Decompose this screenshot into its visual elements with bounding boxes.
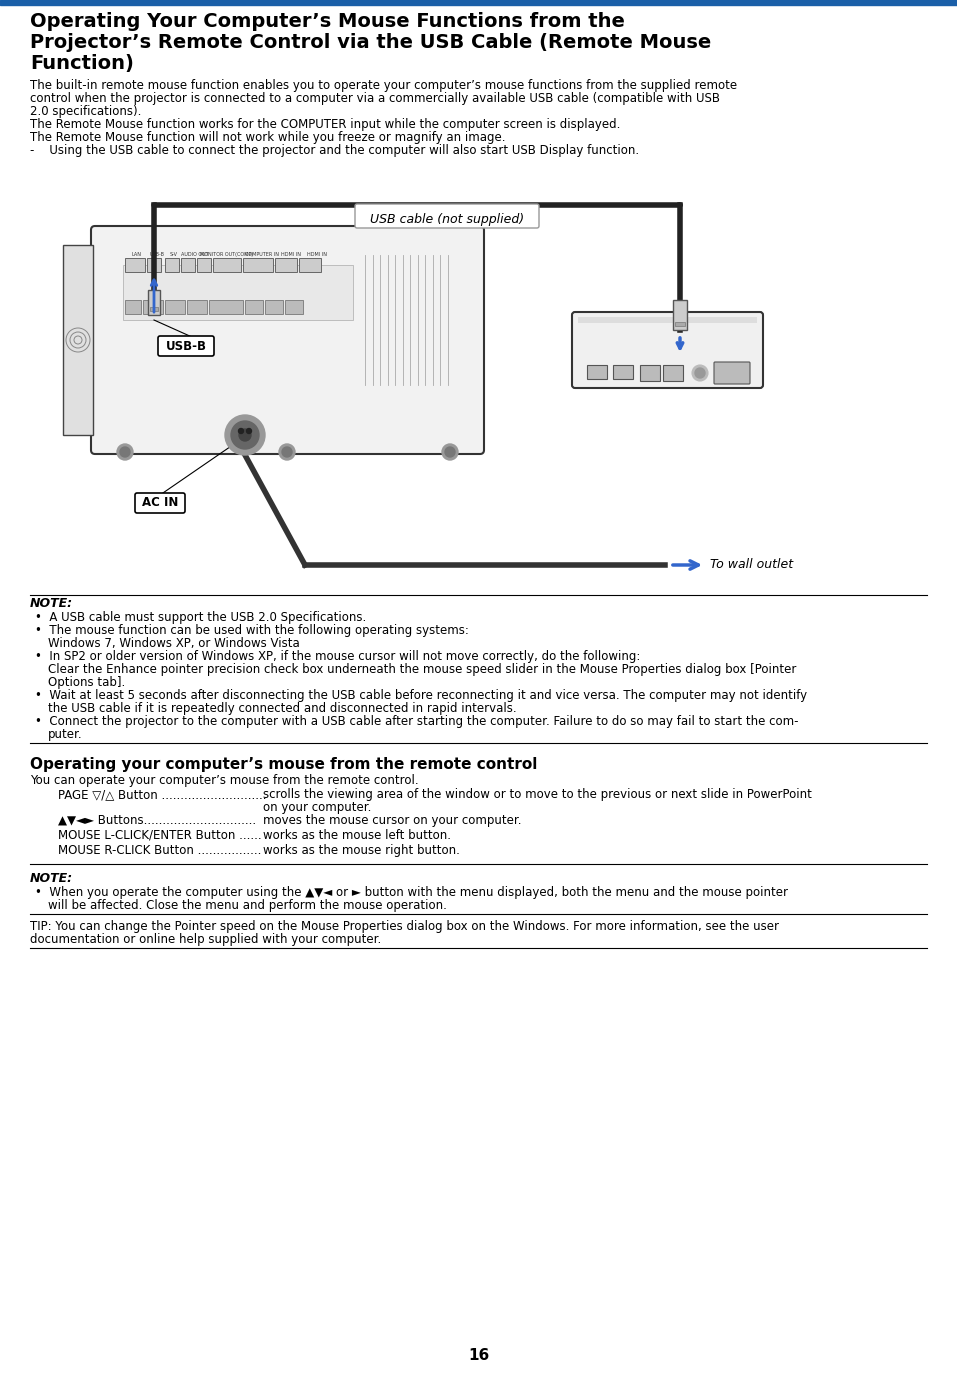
Text: LAN: LAN bbox=[131, 253, 141, 257]
FancyBboxPatch shape bbox=[158, 336, 214, 356]
Bar bbox=[243, 258, 273, 272]
Bar bbox=[663, 365, 683, 380]
Text: PAGE ▽/△ Button ............................: PAGE ▽/△ Button ........................… bbox=[58, 788, 266, 800]
Text: -    Using the USB cable to connect the projector and the computer will also sta: - Using the USB cable to connect the pro… bbox=[30, 144, 639, 157]
Text: MOUSE L-CLICK/ENTER Button ......: MOUSE L-CLICK/ENTER Button ...... bbox=[58, 829, 261, 842]
Circle shape bbox=[692, 365, 708, 380]
Text: TIP: You can change the Pointer speed on the Mouse Properties dialog box on the : TIP: You can change the Pointer speed on… bbox=[30, 920, 779, 934]
Circle shape bbox=[282, 448, 292, 457]
Text: the USB cable if it is repeatedly connected and disconnected in rapid intervals.: the USB cable if it is repeatedly connec… bbox=[48, 702, 517, 715]
Bar bbox=[165, 258, 179, 272]
Text: You can operate your computer’s mouse from the remote control.: You can operate your computer’s mouse fr… bbox=[30, 774, 418, 787]
Circle shape bbox=[120, 448, 130, 457]
FancyBboxPatch shape bbox=[572, 312, 763, 389]
Text: •  When you operate the computer using the ▲▼◄ or ► button with the menu display: • When you operate the computer using th… bbox=[35, 886, 788, 899]
Bar bbox=[587, 365, 607, 379]
Text: NOTE:: NOTE: bbox=[30, 872, 73, 886]
Text: •  A USB cable must support the USB 2.0 Specifications.: • A USB cable must support the USB 2.0 S… bbox=[35, 611, 367, 623]
Text: works as the mouse left button.: works as the mouse left button. bbox=[263, 829, 451, 842]
Text: Operating your computer’s mouse from the remote control: Operating your computer’s mouse from the… bbox=[30, 757, 538, 772]
Text: 2.0 specifications).: 2.0 specifications). bbox=[30, 104, 142, 118]
Text: HDMI IN: HDMI IN bbox=[307, 253, 327, 257]
Bar bbox=[675, 323, 685, 325]
Text: Function): Function) bbox=[30, 54, 134, 73]
Text: •  Wait at least 5 seconds after disconnecting the USB cable before reconnecting: • Wait at least 5 seconds after disconne… bbox=[35, 689, 807, 702]
Text: The Remote Mouse function works for the COMPUTER input while the computer screen: The Remote Mouse function works for the … bbox=[30, 118, 620, 130]
Circle shape bbox=[247, 428, 252, 434]
Circle shape bbox=[442, 443, 458, 460]
Text: Operating Your Computer’s Mouse Functions from the: Operating Your Computer’s Mouse Function… bbox=[30, 12, 625, 32]
Bar bbox=[197, 258, 211, 272]
Circle shape bbox=[225, 415, 265, 454]
Bar bbox=[673, 299, 687, 330]
Text: COMPUTER IN: COMPUTER IN bbox=[245, 253, 279, 257]
Text: Windows 7, Windows XP, or Windows Vista: Windows 7, Windows XP, or Windows Vista bbox=[48, 637, 300, 649]
Text: scrolls the viewing area of the window or to move to the previous or next slide : scrolls the viewing area of the window o… bbox=[263, 788, 812, 800]
Text: To wall outlet: To wall outlet bbox=[710, 559, 793, 571]
Text: works as the mouse right button.: works as the mouse right button. bbox=[263, 844, 460, 857]
Circle shape bbox=[678, 203, 682, 207]
Bar bbox=[148, 290, 160, 314]
Text: will be affected. Close the menu and perform the mouse operation.: will be affected. Close the menu and per… bbox=[48, 899, 447, 912]
Bar bbox=[181, 258, 195, 272]
Bar bbox=[150, 308, 158, 312]
Text: •  In SP2 or older version of Windows XP, if the mouse cursor will not move corr: • In SP2 or older version of Windows XP,… bbox=[35, 649, 640, 663]
Text: •  The mouse function can be used with the following operating systems:: • The mouse function can be used with th… bbox=[35, 623, 469, 637]
Bar bbox=[123, 265, 353, 320]
Text: puter.: puter. bbox=[48, 728, 82, 741]
Text: USB-B: USB-B bbox=[149, 253, 165, 257]
Text: The Remote Mouse function will not work while you freeze or magnify an image.: The Remote Mouse function will not work … bbox=[30, 130, 505, 144]
Circle shape bbox=[117, 443, 133, 460]
Circle shape bbox=[695, 368, 705, 378]
Text: USB cable (not supplied): USB cable (not supplied) bbox=[370, 213, 524, 227]
Bar bbox=[640, 365, 660, 380]
Bar bbox=[0, 0, 957, 5]
Text: •  Connect the projector to the computer with a USB cable after starting the com: • Connect the projector to the computer … bbox=[35, 715, 798, 728]
Circle shape bbox=[279, 443, 295, 460]
Text: S-V: S-V bbox=[170, 253, 178, 257]
Bar bbox=[209, 299, 243, 314]
Text: Projector’s Remote Control via the USB Cable (Remote Mouse: Projector’s Remote Control via the USB C… bbox=[30, 33, 711, 52]
Bar bbox=[125, 258, 145, 272]
Text: ▲▼◄► Buttons..............................: ▲▼◄► Buttons............................… bbox=[58, 814, 256, 827]
Bar bbox=[187, 299, 207, 314]
Text: AC IN: AC IN bbox=[142, 497, 178, 509]
Bar bbox=[125, 299, 141, 314]
Circle shape bbox=[445, 448, 455, 457]
Circle shape bbox=[239, 428, 251, 441]
Bar bbox=[265, 299, 283, 314]
Text: The built-in remote mouse function enables you to operate your computer’s mouse : The built-in remote mouse function enabl… bbox=[30, 80, 737, 92]
Text: moves the mouse cursor on your computer.: moves the mouse cursor on your computer. bbox=[263, 814, 522, 827]
Bar bbox=[613, 365, 633, 379]
Bar bbox=[275, 258, 297, 272]
Bar bbox=[245, 299, 263, 314]
Text: on your computer.: on your computer. bbox=[263, 800, 371, 814]
Text: HDMI IN: HDMI IN bbox=[281, 253, 301, 257]
Circle shape bbox=[238, 428, 243, 434]
Bar bbox=[147, 258, 161, 272]
Text: AUDIO OUT: AUDIO OUT bbox=[181, 253, 209, 257]
Bar bbox=[143, 299, 163, 314]
Text: 16: 16 bbox=[468, 1348, 489, 1363]
Text: NOTE:: NOTE: bbox=[30, 597, 73, 610]
Text: documentation or online help supplied with your computer.: documentation or online help supplied wi… bbox=[30, 934, 381, 946]
Bar bbox=[165, 299, 185, 314]
FancyBboxPatch shape bbox=[714, 362, 750, 384]
Bar bbox=[285, 299, 303, 314]
Bar bbox=[299, 258, 321, 272]
FancyBboxPatch shape bbox=[135, 493, 185, 514]
Text: control when the projector is connected to a computer via a commercially availab: control when the projector is connected … bbox=[30, 92, 720, 104]
Text: MOUSE R-CLICK Button .................: MOUSE R-CLICK Button ................. bbox=[58, 844, 261, 857]
Circle shape bbox=[231, 422, 259, 449]
Text: MONITOR OUT(COMP): MONITOR OUT(COMP) bbox=[200, 253, 254, 257]
FancyBboxPatch shape bbox=[355, 205, 539, 228]
Text: Clear the Enhance pointer precision check box underneath the mouse speed slider : Clear the Enhance pointer precision chec… bbox=[48, 663, 796, 676]
Bar bbox=[213, 258, 241, 272]
Text: USB-B: USB-B bbox=[166, 339, 207, 353]
Text: Options tab].: Options tab]. bbox=[48, 676, 125, 689]
Bar bbox=[63, 244, 93, 435]
FancyBboxPatch shape bbox=[91, 227, 484, 454]
Bar bbox=[578, 317, 757, 323]
